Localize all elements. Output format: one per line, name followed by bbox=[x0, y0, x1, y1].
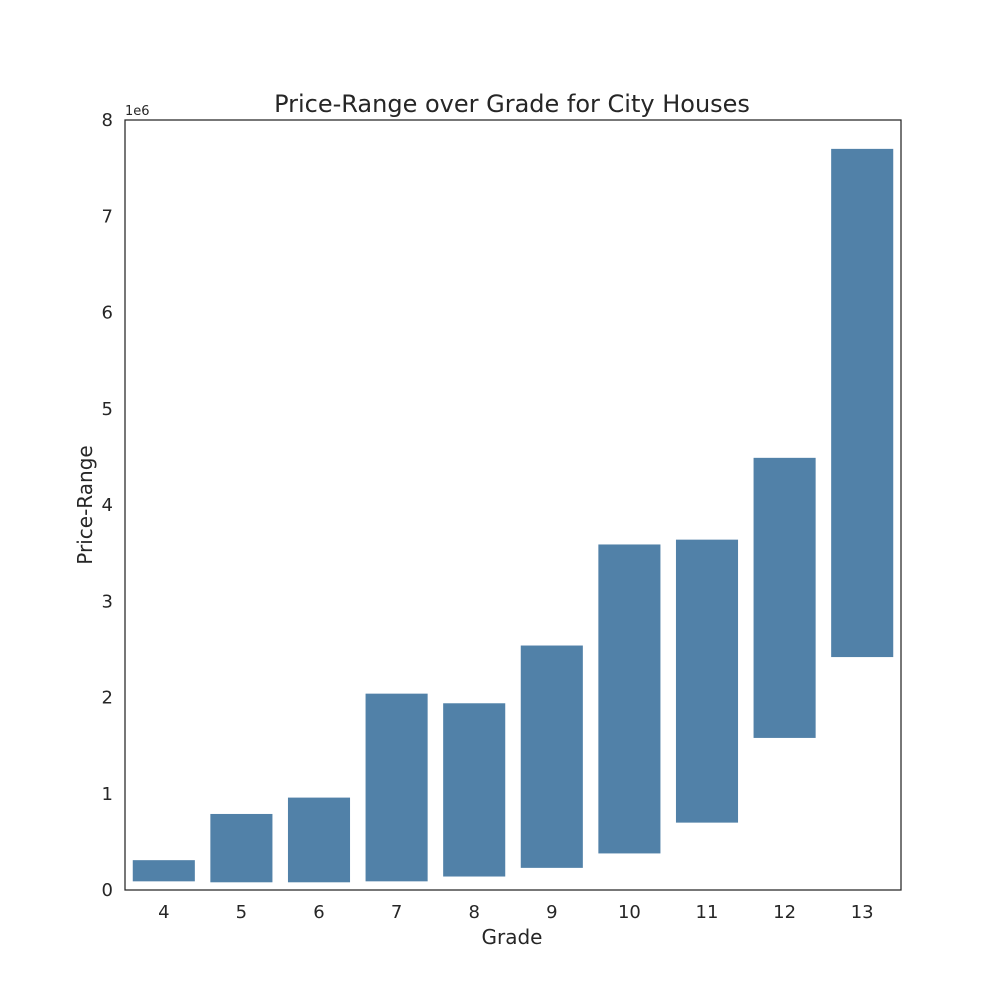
y-axis-offset-label: 1e6 bbox=[125, 104, 150, 119]
bar-grade-12 bbox=[753, 457, 816, 738]
x-tick-label: 8 bbox=[468, 902, 479, 923]
bar-grade-11 bbox=[675, 539, 739, 823]
y-axis-ticks: 0 1 2 3 4 5 6 7 8 bbox=[102, 110, 113, 901]
bar-grade-5 bbox=[210, 813, 273, 883]
x-tick-label: 10 bbox=[618, 902, 641, 923]
x-tick-label: 11 bbox=[696, 902, 719, 923]
bar-grade-9 bbox=[520, 645, 583, 868]
bar-grade-6 bbox=[287, 797, 351, 883]
y-tick-label: 7 bbox=[102, 206, 113, 227]
y-tick-label: 0 bbox=[102, 880, 113, 901]
x-tick-label: 13 bbox=[851, 902, 874, 923]
y-axis-label: Price-Range bbox=[73, 445, 97, 564]
x-axis-ticks: 4 5 6 7 8 9 10 11 12 13 bbox=[158, 902, 874, 923]
y-tick-label: 5 bbox=[102, 399, 113, 420]
y-tick-label: 1 bbox=[102, 784, 113, 805]
bar-grade-13 bbox=[831, 148, 894, 658]
y-tick-label: 4 bbox=[102, 495, 113, 516]
y-tick-label: 2 bbox=[102, 688, 113, 709]
x-tick-label: 7 bbox=[391, 902, 402, 923]
bar-grade-10 bbox=[598, 544, 661, 854]
y-tick-label: 3 bbox=[102, 591, 113, 612]
bar-grade-4 bbox=[132, 860, 195, 882]
y-tick-label: 8 bbox=[102, 110, 113, 131]
axes-frame bbox=[124, 119, 902, 891]
bars-group bbox=[132, 148, 894, 883]
x-tick-label: 4 bbox=[158, 902, 169, 923]
x-axis-label: Grade bbox=[482, 925, 543, 949]
chart-title: Price-Range over Grade for City Houses bbox=[274, 90, 750, 118]
x-tick-label: 6 bbox=[313, 902, 324, 923]
x-tick-label: 12 bbox=[773, 902, 796, 923]
x-tick-label: 9 bbox=[546, 902, 557, 923]
x-tick-label: 5 bbox=[236, 902, 247, 923]
bar-grade-8 bbox=[443, 703, 506, 877]
y-tick-label: 6 bbox=[102, 303, 113, 324]
bar-grade-7 bbox=[365, 693, 428, 882]
